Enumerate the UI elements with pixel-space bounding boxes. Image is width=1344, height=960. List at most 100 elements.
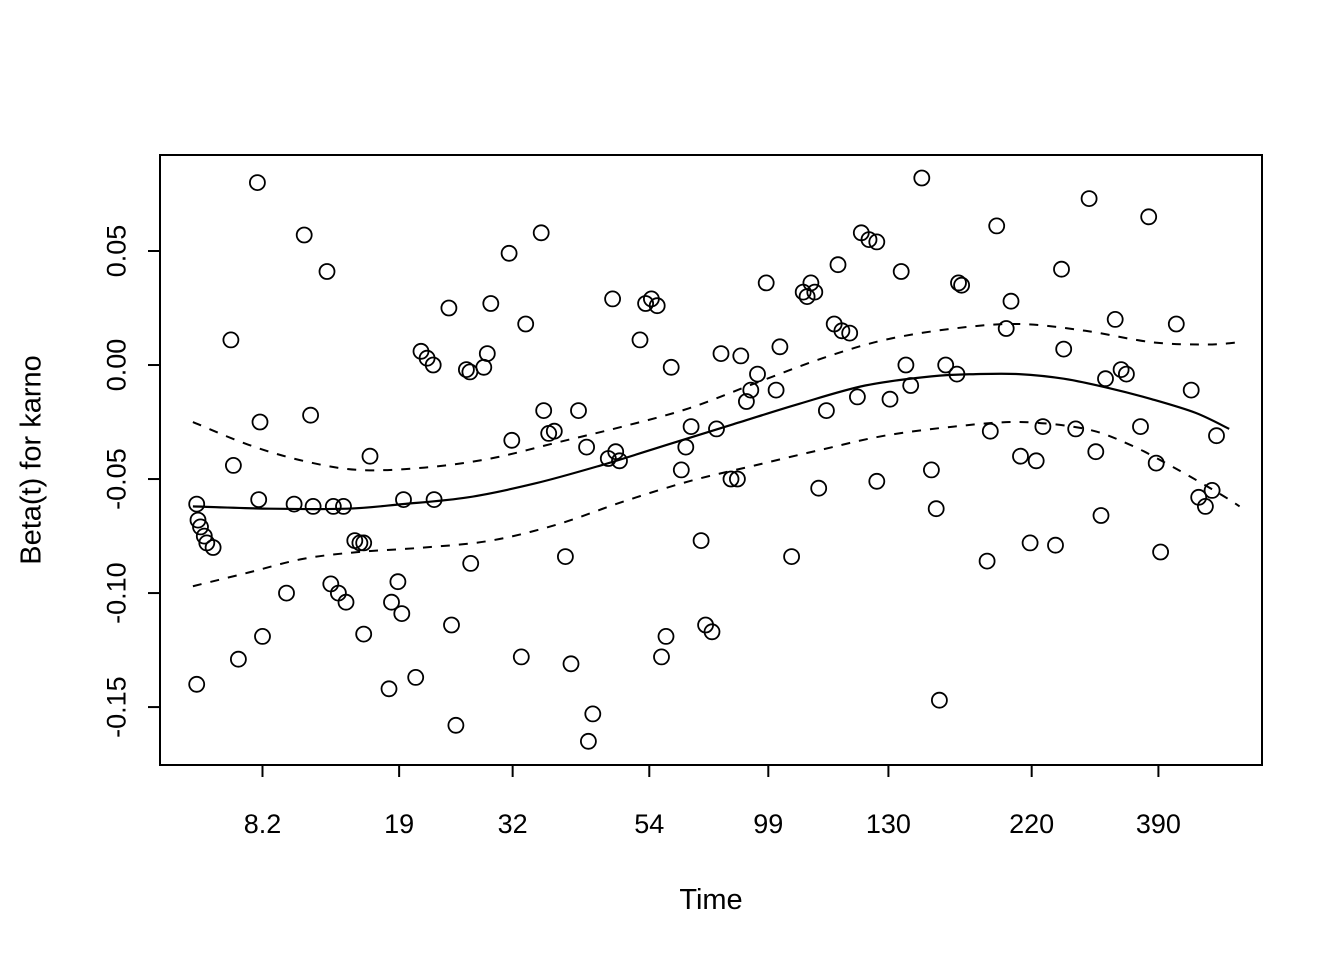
data-point [1021, 534, 1039, 552]
data-point [1106, 310, 1124, 328]
plot-border [159, 154, 1263, 766]
data-point [578, 438, 595, 456]
data-point [806, 283, 824, 301]
data-point [302, 406, 320, 424]
scatter-points [188, 169, 1225, 750]
data-point [248, 174, 266, 192]
data-point [913, 169, 931, 187]
y-tick-label: 0.05 [101, 225, 131, 278]
data-point [1053, 260, 1070, 278]
x-tick-label: 130 [866, 809, 911, 839]
data-point [337, 593, 355, 611]
data-point [1147, 454, 1165, 472]
data-point [607, 443, 625, 461]
data-point [254, 628, 271, 645]
data-point [188, 675, 206, 693]
data-point [285, 495, 303, 513]
data-point [1067, 420, 1085, 438]
data-point [931, 691, 948, 709]
data-point [532, 224, 550, 242]
x-tick-label: 390 [1136, 809, 1181, 839]
data-point [648, 297, 666, 315]
data-point [188, 495, 206, 513]
data-point [672, 461, 690, 479]
data-point [1087, 443, 1105, 461]
data-point [833, 322, 851, 340]
data-point [738, 393, 755, 410]
y-tick-label: -0.15 [101, 676, 131, 738]
x-axis-title: Time [679, 884, 743, 916]
data-point [1132, 418, 1149, 436]
data-point [457, 361, 475, 379]
data-point [443, 616, 460, 634]
data-point [1012, 447, 1029, 465]
data-point [682, 418, 700, 436]
data-point [482, 295, 500, 312]
data-point [189, 511, 207, 529]
data-point [478, 345, 496, 363]
data-point [424, 356, 442, 374]
data-point [923, 461, 940, 479]
data-point [329, 584, 347, 602]
data-point [988, 217, 1006, 235]
data-point [580, 732, 597, 750]
data-point [395, 491, 412, 509]
data-point [1092, 507, 1110, 524]
x-tick-label: 220 [1009, 809, 1054, 839]
data-point [802, 274, 820, 292]
data-point [868, 472, 886, 490]
data-point [604, 290, 621, 308]
data-point [611, 452, 628, 470]
data-point [818, 402, 835, 420]
data-point [742, 381, 760, 399]
data-point [1182, 381, 1200, 399]
data-point [841, 324, 859, 342]
x-tick-label: 32 [498, 809, 528, 839]
data-point [570, 402, 587, 420]
data-point [1152, 543, 1169, 561]
data-point [722, 470, 740, 488]
data-point [892, 263, 910, 280]
data-point [881, 390, 899, 408]
data-point [897, 356, 915, 374]
data-point [251, 413, 269, 431]
data-point [462, 555, 480, 572]
data-point [278, 584, 295, 602]
x-tick-label: 19 [384, 809, 414, 839]
data-point [361, 447, 379, 465]
ci-upper-line [192, 322, 1240, 472]
data-point [703, 623, 721, 641]
data-point [1208, 427, 1225, 445]
data-point [545, 422, 563, 440]
data-point [868, 233, 886, 251]
data-point [324, 497, 342, 515]
data-point [860, 231, 878, 249]
data-point [662, 358, 680, 376]
data-point [631, 331, 649, 349]
x-tick-label: 99 [753, 809, 783, 839]
data-point [767, 381, 785, 399]
data-point [950, 274, 967, 292]
data-point [192, 518, 209, 536]
data-point [335, 497, 352, 515]
data-point [222, 331, 240, 349]
y-tick-label: -0.10 [101, 562, 131, 624]
data-point [902, 377, 920, 394]
y-tick-label: 0.00 [101, 339, 131, 392]
data-point [637, 295, 654, 312]
y-axis-title: Beta(t) for karno [15, 355, 48, 565]
data-point [1055, 340, 1073, 358]
data-point [1097, 370, 1114, 388]
data-point [440, 299, 458, 317]
data-point [295, 226, 313, 244]
data-point [732, 347, 750, 365]
data-point [355, 625, 373, 643]
data-point [677, 438, 695, 456]
data-point [380, 680, 398, 698]
data-point [204, 539, 222, 556]
data-point [1047, 536, 1064, 554]
data-point [783, 548, 800, 565]
data-point [978, 552, 996, 570]
data-point [224, 456, 242, 474]
